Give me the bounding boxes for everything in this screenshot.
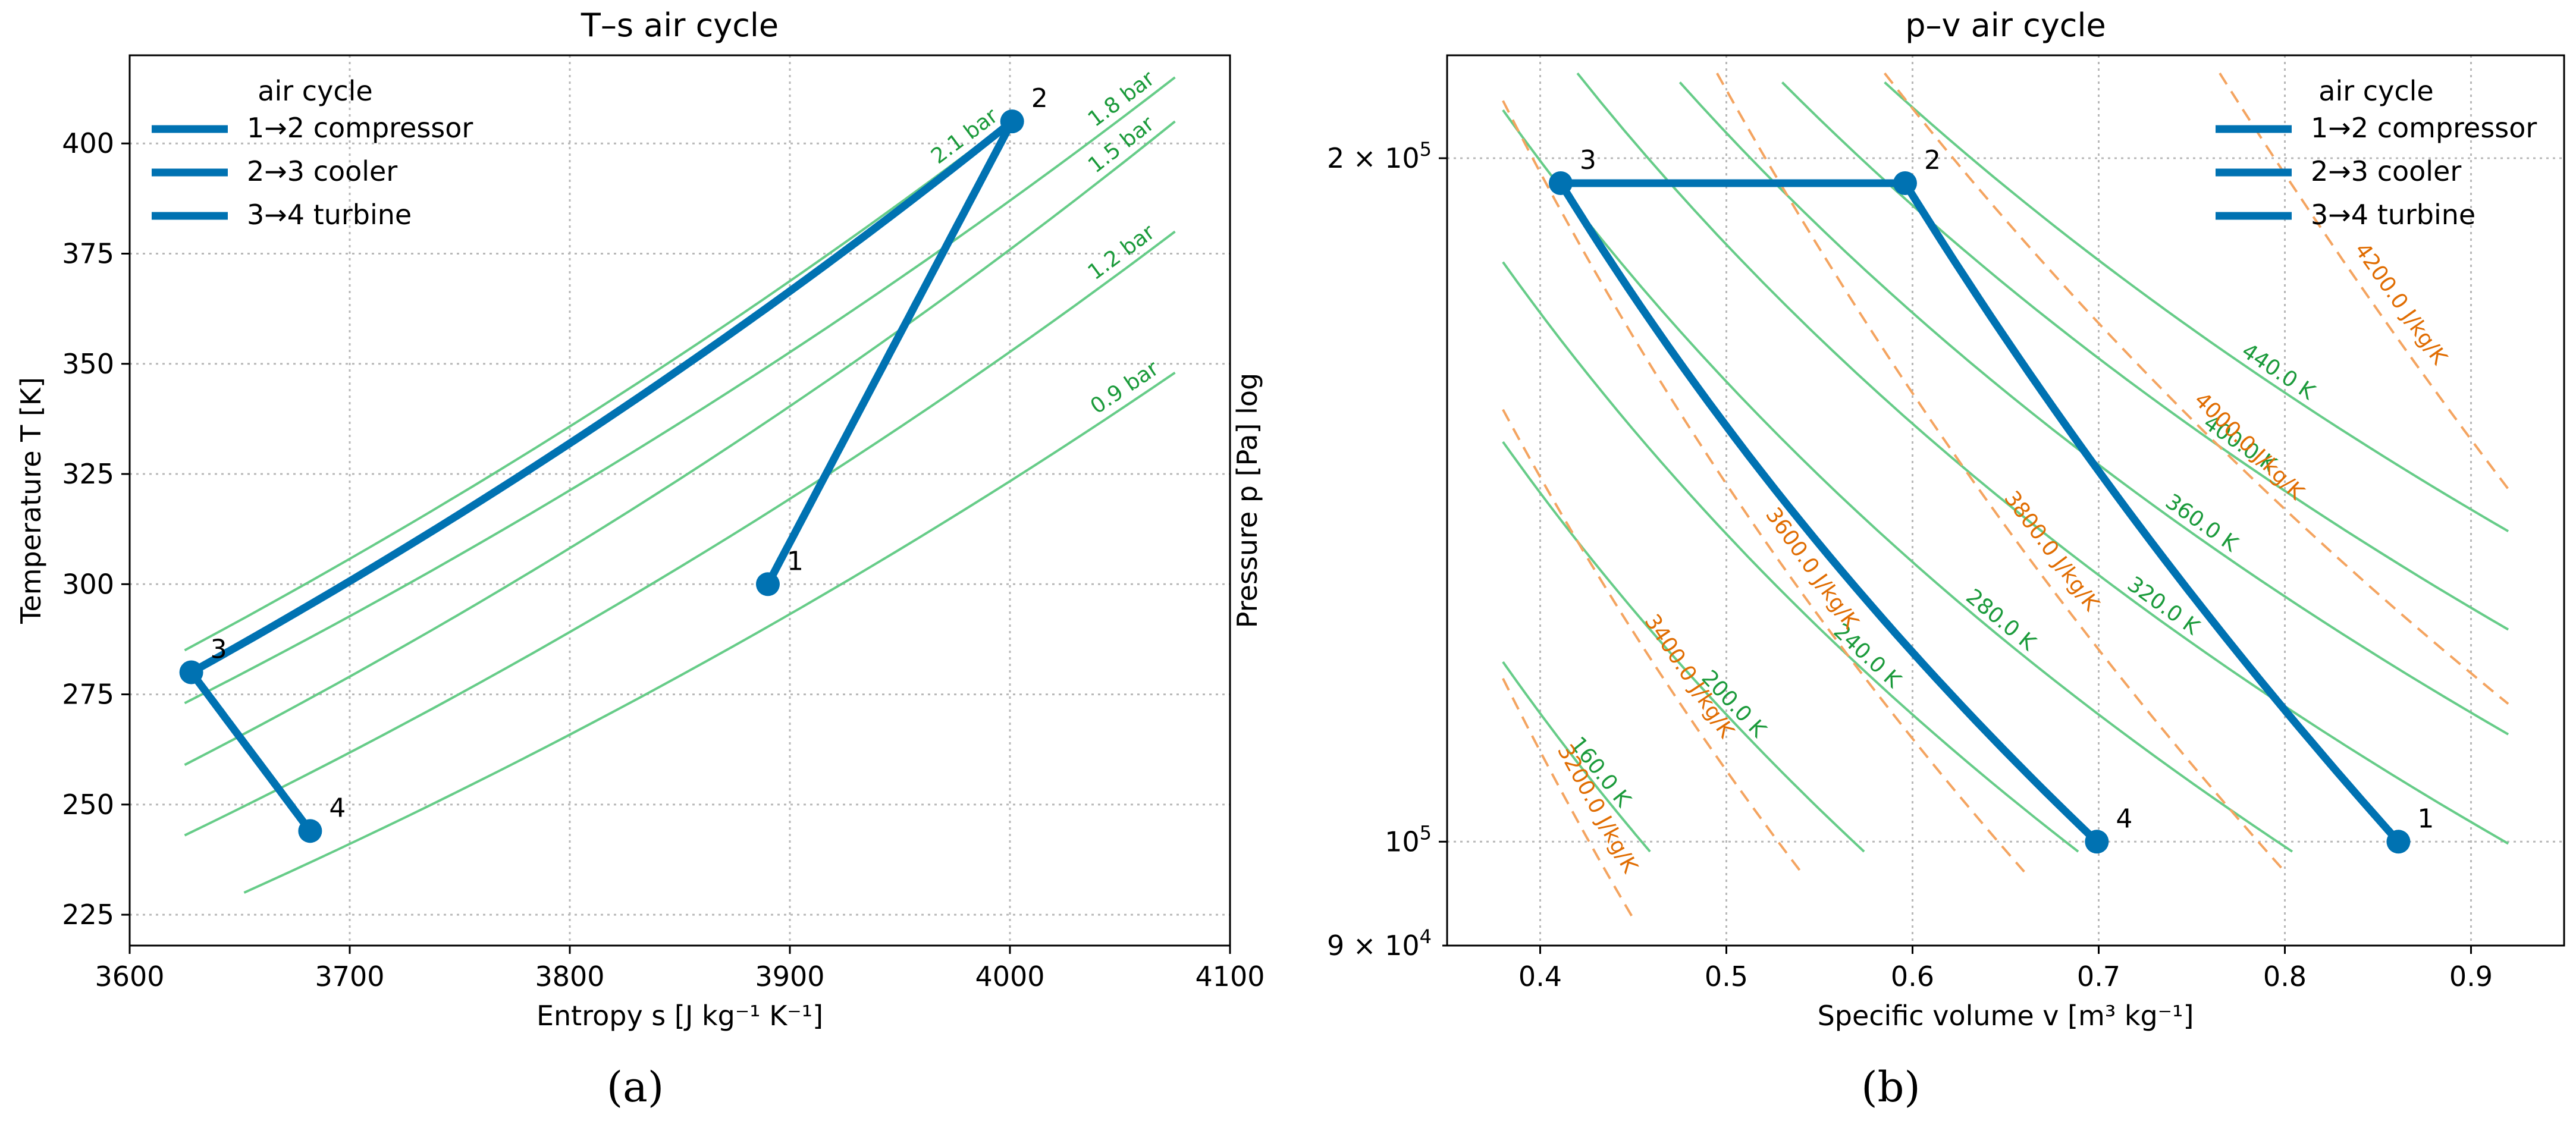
y-axis-label: Temperature T [K]	[15, 377, 47, 624]
isentrope-line-3800-0-j-kg-k	[1716, 73, 2286, 873]
state-point-2	[1893, 171, 1917, 196]
chart-title: p–v air cycle	[1905, 7, 2106, 44]
isentrope-line-4000-0-j-kg-k	[1884, 72, 2509, 705]
isentrope-line-4200-0-j-kg-k	[2219, 73, 2509, 490]
y-tick-label: 250	[62, 789, 114, 821]
y-tick-label: 400	[62, 127, 114, 159]
state-point-1	[756, 572, 780, 596]
x-axis-label: Specific volume v [m³ kg⁻¹]	[1818, 1000, 2194, 1032]
y-tick-label: 105	[1385, 821, 1432, 858]
state-point-2	[1000, 109, 1024, 134]
state-point-label: 1	[787, 546, 804, 576]
state-point-label: 3	[211, 635, 227, 665]
state-point-label: 2	[1031, 83, 1048, 114]
isotherm-line-160-0-k	[1502, 661, 1651, 853]
x-tick-label: 0.8	[2263, 960, 2307, 993]
isotherm-line-280-0-k	[1502, 109, 2293, 853]
state-point-label: 3	[1580, 145, 1596, 175]
isobar-line-1-5-bar	[184, 120, 1176, 766]
state-point-label: 2	[1924, 145, 1941, 175]
y-tick-label: 300	[62, 568, 114, 600]
y-tick-base: 10	[1385, 142, 1420, 174]
isotherm-line-440-0-k	[1884, 81, 2509, 533]
x-tick-label: 0.9	[2449, 960, 2493, 993]
y-tick-label: 350	[62, 348, 114, 380]
legend-title: air cycle	[258, 75, 372, 107]
legend-title: air cycle	[2318, 75, 2433, 107]
legend-entry: 1→2 compressor	[2311, 112, 2537, 144]
series-line-3-4-turbine	[187, 668, 314, 835]
state-point-3	[1548, 171, 1573, 196]
chart-title: T–s air cycle	[581, 7, 779, 44]
y-tick-base: 10	[1385, 930, 1420, 962]
isobar-line-1-2-bar	[184, 230, 1176, 837]
y-tick-exponent: 5	[1420, 821, 1432, 844]
y-tick-label: 225	[62, 899, 114, 931]
state-point-4	[2085, 830, 2109, 854]
legend-entry: 1→2 compressor	[247, 112, 473, 144]
state-point-label: 4	[329, 793, 346, 823]
y-tick-label: 9 × 104	[1327, 925, 1432, 962]
isotherm-line-240-0-k	[1502, 261, 2079, 853]
state-point-1	[2386, 830, 2411, 854]
x-axis-label: Entropy s [J kg⁻¹ K⁻¹]	[536, 1000, 823, 1032]
isotherm-line-320-0-k	[1576, 72, 2509, 845]
x-tick-label: 0.7	[2077, 960, 2120, 993]
series-line-2-3-cooler	[187, 117, 1016, 676]
y-tick-exponent: 5	[1420, 138, 1432, 161]
x-tick-label: 3600	[95, 960, 164, 993]
series-line-3-4-turbine	[1557, 179, 2101, 846]
plot-frame	[1446, 54, 2565, 947]
legend-entry: 3→4 turbine	[247, 199, 412, 231]
panel-label-b: (b)	[1861, 1063, 1920, 1111]
x-tick-label: 4100	[1195, 960, 1265, 993]
x-tick-label: 4000	[975, 960, 1044, 993]
isobar-line-0-9-bar	[243, 371, 1176, 894]
x-tick-label: 3700	[315, 960, 384, 993]
legend-entry: 2→3 cooler	[247, 155, 397, 187]
y-axis-label: Pressure p [Pa] log	[1231, 373, 1263, 628]
x-tick-label: 0.5	[1705, 960, 1748, 993]
state-point-label: 4	[2116, 803, 2132, 834]
isotherm-line-200-0-k	[1502, 441, 1865, 853]
legend-entry: 3→4 turbine	[2311, 199, 2475, 231]
y-tick-multiplier: 9 ×	[1327, 930, 1385, 962]
isobar-line-2-1-bar	[184, 120, 1011, 652]
state-point-4	[298, 819, 322, 843]
y-tick-label: 375	[62, 237, 114, 269]
isobar-line-1-8-bar	[184, 76, 1176, 705]
plot-frame	[128, 54, 1231, 947]
state-point-3	[179, 660, 203, 684]
isentrope-line-3200-0-j-kg-k	[1502, 677, 1634, 919]
x-tick-label: 0.6	[1891, 960, 1934, 993]
isentrope-line-3600-0-j-kg-k	[1502, 100, 2025, 873]
y-tick-label: 325	[62, 458, 114, 490]
series-line-1-2-compressor	[1901, 179, 2402, 846]
legend-entry: 2→3 cooler	[2311, 155, 2461, 187]
x-tick-label: 3800	[535, 960, 604, 993]
x-tick-label: 0.4	[1518, 960, 1562, 993]
isotherm-line-400-0-k	[1781, 81, 2509, 631]
state-point-label: 1	[2417, 803, 2434, 834]
y-tick-base: 10	[1385, 825, 1420, 858]
series-line-1-2-compressor	[764, 117, 1016, 588]
y-tick-multiplier: 2 ×	[1327, 142, 1385, 174]
y-tick-label: 275	[62, 679, 114, 711]
y-tick-exponent: 4	[1420, 925, 1432, 948]
y-tick-label: 2 × 105	[1327, 138, 1432, 174]
panel-label-a: (a)	[607, 1063, 664, 1111]
x-tick-label: 3900	[755, 960, 824, 993]
